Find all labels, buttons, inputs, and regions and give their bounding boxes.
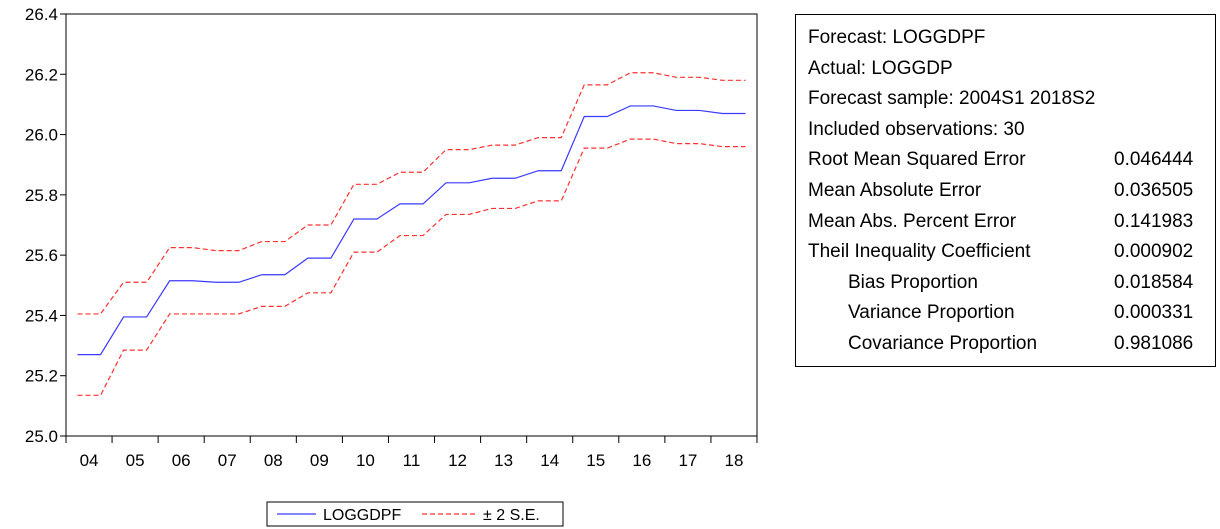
stat-label: Covariance Proportion — [848, 333, 1038, 354]
stat-value: 0.036505 — [1114, 180, 1194, 201]
x-tick-label: 05 — [126, 451, 145, 470]
stat-label: Mean Abs. Percent Error — [808, 210, 1017, 232]
plot-area — [65, 13, 758, 437]
y-tick-label: 25.2 — [25, 367, 58, 386]
stat-label: Theil Inequality Coefficient — [808, 241, 1031, 263]
x-tick-label: 08 — [264, 451, 283, 470]
stat-value: 0.018584 — [1114, 271, 1194, 293]
legend-box — [266, 501, 564, 527]
y-tick-label: 26.4 — [25, 5, 58, 24]
stat-row: Variance Proportion 0.000331 — [808, 298, 1193, 328]
stat-value: 0.000902 — [1114, 241, 1194, 263]
legend: LOGGDPF ± 2 S.E. — [266, 501, 564, 527]
y-axis: 25.0 25.2 25.4 25.6 25.8 26.0 26.2 26.4 — [25, 5, 66, 446]
stat-value: 0.141983 — [1114, 210, 1194, 232]
y-tick-label: 25.4 — [25, 306, 58, 325]
x-tick-label: 07 — [218, 451, 237, 470]
stat-label: Root Mean Squared Error — [808, 149, 1026, 171]
legend-label-se-band: ± 2 S.E. — [483, 507, 540, 524]
stat-value: 0.981086 — [1114, 333, 1194, 354]
y-tick-label: 26.2 — [25, 65, 58, 84]
stat-label: Forecast: LOGGDPF — [808, 27, 986, 48]
x-tick-label: 06 — [172, 451, 191, 470]
series-upper-band — [77, 72, 746, 315]
y-tick-label: 25.8 — [25, 186, 58, 205]
x-tick-label: 12 — [448, 451, 467, 470]
series-layer — [77, 72, 746, 396]
stat-row: Theil Inequality Coefficient 0.000902 — [808, 237, 1193, 267]
stat-row: Mean Abs. Percent Error 0.141983 — [808, 207, 1193, 237]
x-axis: 04 05 06 07 08 09 10 11 12 13 14 15 16 17 18 — [65, 436, 758, 470]
stat-label: Variance Proportion — [848, 302, 1015, 324]
x-tick-label: 09 — [310, 451, 329, 470]
stat-value: 0.046444 — [1114, 149, 1194, 171]
x-tick-label: 16 — [632, 451, 651, 470]
x-tick-label: 10 — [356, 451, 375, 470]
stat-label: Mean Absolute Error — [808, 180, 982, 201]
y-tick-label: 25.6 — [25, 246, 58, 265]
forecast-statistics-table: Forecast: LOGGDPF Actual: LOGGDP Forecast … — [795, 14, 1216, 367]
stat-row: Included observations: 30 — [808, 115, 1025, 145]
series-loggdpf — [77, 105, 746, 356]
stat-label: Bias Proportion — [848, 271, 978, 293]
stat-label: Actual: LOGGDP — [808, 57, 953, 79]
stat-row: Actual: LOGGDP — [808, 54, 953, 84]
stat-row: Covariance Proportion 0.981086 — [808, 329, 1193, 359]
stat-row: Bias Proportion 0.018584 — [808, 268, 1193, 298]
legend-label-loggdpf: LOGGDPF — [323, 507, 401, 524]
x-tick-label: 17 — [678, 451, 697, 470]
stat-value: 0.000331 — [1114, 302, 1194, 324]
stat-label: Included observations: 30 — [808, 118, 1025, 140]
x-tick-label: 11 — [403, 451, 421, 470]
forecast-chart: 25.025.225.425.625.826.026.226.4 04 05 06 0… — [25, 5, 758, 527]
stat-row: Forecast: LOGGDPF — [808, 23, 985, 53]
stat-row: Mean Absolute Error 0.036505 — [808, 176, 1193, 206]
y-tick-label: 26.0 — [25, 126, 58, 145]
x-tick-label: 18 — [725, 451, 744, 470]
y-tick-label: 25.0 — [25, 427, 58, 446]
stat-row: Forecast sample: 2004S1 2018S2 — [808, 84, 1095, 114]
x-tick-label: 15 — [586, 451, 605, 470]
x-tick-label: 04 — [80, 451, 99, 470]
x-tick-label: 13 — [494, 451, 513, 470]
series-lower-band — [77, 138, 746, 396]
stat-label: Forecast sample: 2004S1 2018S2 — [808, 88, 1096, 110]
stat-row: Root Mean Squared Error 0.046444 — [808, 145, 1193, 175]
x-tick-label: 14 — [540, 451, 559, 470]
